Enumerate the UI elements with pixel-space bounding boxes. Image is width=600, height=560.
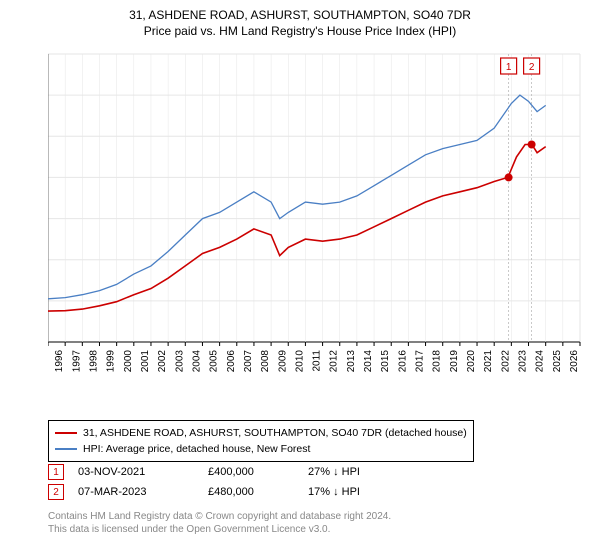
svg-text:2008: 2008 [260, 350, 271, 373]
svg-text:2014: 2014 [363, 350, 374, 373]
svg-text:2017: 2017 [415, 350, 426, 373]
svg-text:2011: 2011 [312, 350, 323, 372]
svg-text:1997: 1997 [71, 350, 82, 373]
sale-price: £400,000 [208, 466, 308, 478]
chart-title-address: 31, ASHDENE ROAD, ASHURST, SOUTHAMPTON, … [0, 8, 600, 22]
svg-text:2001: 2001 [140, 350, 151, 373]
chart-titles: 31, ASHDENE ROAD, ASHURST, SOUTHAMPTON, … [0, 0, 600, 38]
sale-date: 03-NOV-2021 [78, 466, 208, 478]
svg-text:2003: 2003 [174, 350, 185, 373]
svg-text:2025: 2025 [552, 350, 563, 373]
svg-text:2022: 2022 [500, 350, 511, 373]
legend-item: HPI: Average price, detached house, New … [55, 441, 467, 457]
svg-text:1: 1 [506, 62, 512, 73]
svg-text:2006: 2006 [226, 350, 237, 373]
legend-label: HPI: Average price, detached house, New … [83, 443, 310, 455]
svg-text:2004: 2004 [191, 350, 202, 373]
svg-text:2: 2 [529, 62, 535, 73]
legend-item: 31, ASHDENE ROAD, ASHURST, SOUTHAMPTON, … [55, 425, 467, 441]
sale-row: 1 03-NOV-2021 £400,000 27% ↓ HPI [48, 462, 408, 482]
svg-text:2010: 2010 [294, 350, 305, 373]
legend: 31, ASHDENE ROAD, ASHURST, SOUTHAMPTON, … [48, 420, 474, 462]
svg-text:2016: 2016 [397, 350, 408, 373]
svg-text:1999: 1999 [106, 350, 117, 373]
svg-text:2013: 2013 [346, 350, 357, 373]
footer-attribution: Contains HM Land Registry data © Crown c… [48, 510, 391, 536]
sale-delta: 27% ↓ HPI [308, 466, 408, 478]
footer-line-1: Contains HM Land Registry data © Crown c… [48, 510, 391, 523]
svg-text:1998: 1998 [88, 350, 99, 373]
svg-text:2018: 2018 [432, 350, 443, 373]
svg-text:2021: 2021 [483, 350, 494, 373]
svg-text:2019: 2019 [449, 350, 460, 373]
svg-text:2009: 2009 [277, 350, 288, 373]
footer-line-2: This data is licensed under the Open Gov… [48, 523, 391, 536]
sales-table: 1 03-NOV-2021 £400,000 27% ↓ HPI 2 07-MA… [48, 462, 408, 502]
svg-text:2015: 2015 [380, 350, 391, 373]
sale-price: £480,000 [208, 486, 308, 498]
sale-row: 2 07-MAR-2023 £480,000 17% ↓ HPI [48, 482, 408, 502]
sale-marker-icon: 1 [48, 464, 64, 480]
sale-date: 07-MAR-2023 [78, 486, 208, 498]
price-chart: £0£100K£200K£300K£400K£500K£600K£700K 19… [48, 48, 588, 378]
sale-marker-icon: 2 [48, 484, 64, 500]
svg-text:2020: 2020 [466, 350, 477, 373]
svg-text:2000: 2000 [123, 350, 134, 373]
svg-text:1996: 1996 [54, 350, 65, 373]
svg-text:2026: 2026 [569, 350, 580, 373]
legend-label: 31, ASHDENE ROAD, ASHURST, SOUTHAMPTON, … [83, 427, 467, 439]
svg-text:2012: 2012 [329, 350, 340, 373]
legend-swatch [55, 448, 77, 450]
svg-text:2024: 2024 [535, 350, 546, 373]
svg-text:2002: 2002 [157, 350, 168, 373]
svg-text:2023: 2023 [518, 350, 529, 373]
svg-text:2007: 2007 [243, 350, 254, 373]
legend-swatch [55, 432, 77, 434]
chart-subtitle: Price paid vs. HM Land Registry's House … [0, 24, 600, 38]
sale-delta: 17% ↓ HPI [308, 486, 408, 498]
svg-text:2005: 2005 [209, 350, 220, 373]
